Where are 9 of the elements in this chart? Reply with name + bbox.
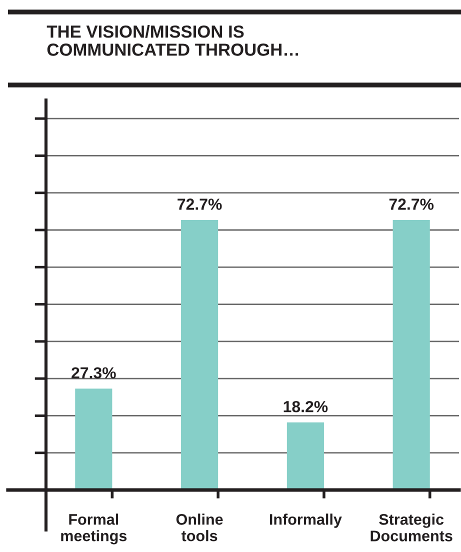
data-label: 72.7% bbox=[389, 198, 434, 210]
chart-title: THE VISION/MISSION IS COMMUNICATED THROUGH… bbox=[46, 25, 298, 56]
x-tick-label: Strategic Documents bbox=[370, 514, 452, 542]
data-label: 72.7% bbox=[178, 198, 222, 210]
x-tick-label: Informally bbox=[270, 514, 342, 528]
x-tick-label: Online tools bbox=[176, 514, 223, 542]
x-tick-label: Formal meetings bbox=[61, 514, 127, 544]
data-label: 18.2% bbox=[284, 400, 328, 412]
data-label: 27.3% bbox=[72, 367, 116, 379]
